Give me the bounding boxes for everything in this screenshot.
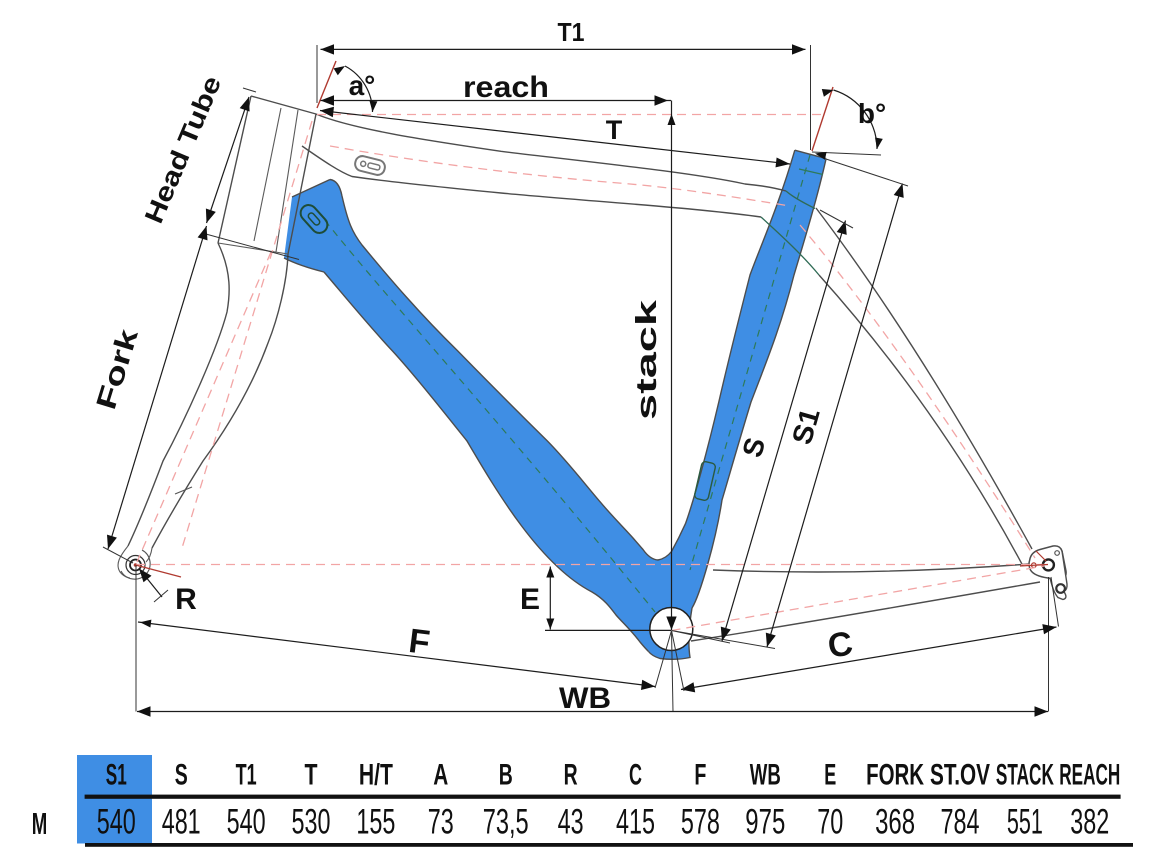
svg-text:WB: WB <box>559 682 611 715</box>
svg-text:T1: T1 <box>236 759 257 792</box>
svg-text:R: R <box>175 583 197 616</box>
svg-text:T1: T1 <box>558 17 585 47</box>
svg-text:F: F <box>694 759 706 792</box>
svg-text:382: 382 <box>1070 803 1109 842</box>
svg-text:E: E <box>520 583 540 616</box>
svg-text:STACK: STACK <box>996 759 1054 792</box>
svg-text:F: F <box>407 622 432 662</box>
svg-text:415: 415 <box>616 803 655 842</box>
svg-text:540: 540 <box>227 803 266 842</box>
svg-text:B: B <box>499 759 513 792</box>
svg-text:ST.OV: ST.OV <box>930 759 990 792</box>
svg-text:481: 481 <box>162 803 201 842</box>
svg-text:R: R <box>564 759 578 792</box>
svg-text:T: T <box>305 759 318 792</box>
svg-text:A: A <box>433 759 448 792</box>
svg-text:S: S <box>175 759 188 792</box>
svg-text:C: C <box>825 624 855 665</box>
svg-text:REACH: REACH <box>1059 759 1120 792</box>
svg-text:M: M <box>32 806 48 841</box>
svg-text:578: 578 <box>681 803 720 842</box>
svg-text:reach: reach <box>463 71 549 104</box>
svg-text:784: 784 <box>941 803 980 842</box>
svg-text:FORK: FORK <box>866 759 924 792</box>
svg-text:70: 70 <box>817 803 843 842</box>
svg-text:S1: S1 <box>106 759 127 792</box>
svg-text:155: 155 <box>356 803 395 842</box>
svg-text:a°: a° <box>349 70 376 101</box>
svg-text:WB: WB <box>750 759 781 792</box>
svg-text:73: 73 <box>428 803 454 842</box>
svg-text:368: 368 <box>875 803 915 842</box>
svg-text:stack: stack <box>631 299 663 420</box>
svg-text:530: 530 <box>292 803 331 842</box>
svg-text:73,5: 73,5 <box>483 803 529 842</box>
svg-text:43: 43 <box>558 803 584 842</box>
svg-text:T: T <box>606 115 623 145</box>
svg-text:b°: b° <box>858 98 886 129</box>
svg-text:540: 540 <box>97 803 136 842</box>
svg-text:H/T: H/T <box>359 759 393 792</box>
svg-text:551: 551 <box>1007 803 1043 842</box>
svg-text:975: 975 <box>745 803 785 842</box>
svg-text:E: E <box>824 759 836 792</box>
svg-text:C: C <box>629 759 642 792</box>
